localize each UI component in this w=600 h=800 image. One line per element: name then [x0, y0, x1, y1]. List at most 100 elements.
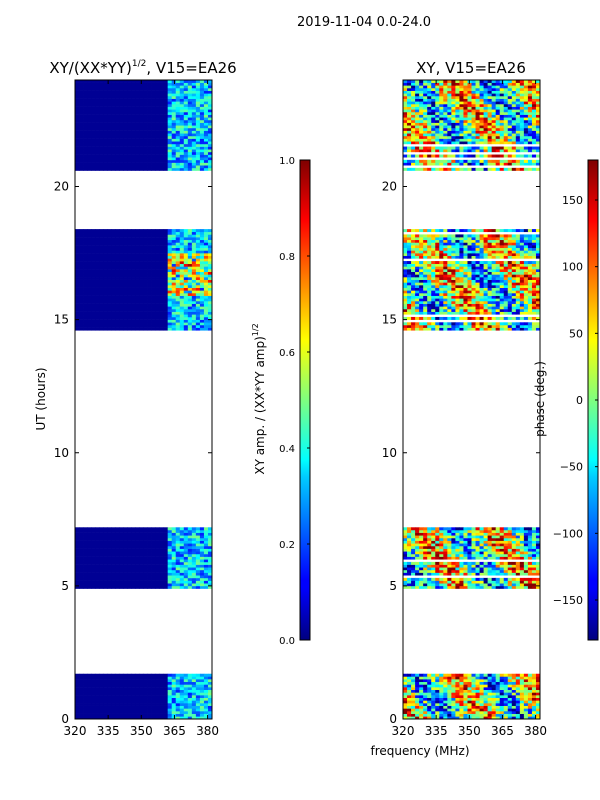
- heatmap-cell: [527, 553, 533, 557]
- heatmap-cell: [83, 90, 88, 94]
- heatmap-cell: [79, 242, 84, 246]
- heatmap-cell: [75, 556, 80, 560]
- heatmap-cell: [171, 285, 177, 288]
- heatmap-cell: [79, 673, 84, 677]
- heatmap-cell: [123, 146, 128, 150]
- heatmap-cell: [107, 85, 112, 89]
- heatmap-cell: [203, 106, 209, 110]
- heatmap-cell: [175, 322, 181, 326]
- heatmap-cell: [191, 117, 197, 121]
- heatmap-cell: [143, 287, 148, 291]
- heatmap-cell: [83, 151, 88, 155]
- heatmap-cell: [115, 103, 120, 107]
- heatmap-cell: [439, 585, 444, 589]
- heatmap-cell: [75, 245, 80, 249]
- heatmap-cell: [407, 713, 412, 717]
- heatmap-cell: [207, 545, 212, 549]
- heatmap-cell: [91, 229, 96, 233]
- heatmap-cell: [171, 250, 177, 254]
- heatmap-cell: [155, 247, 161, 251]
- heatmap-cell: [163, 295, 169, 299]
- heatmap-cell: [487, 537, 493, 541]
- heatmap-cell: [175, 154, 181, 158]
- heatmap-cell: [87, 255, 92, 259]
- heatmap-cell: [403, 556, 408, 560]
- heatmap-cell: [479, 540, 484, 544]
- heatmap-cell: [471, 561, 476, 565]
- heatmap-cell: [147, 250, 152, 254]
- heatmap-cell: [139, 314, 144, 318]
- heatmap-cell: [123, 149, 128, 153]
- heatmap-cell: [475, 564, 480, 568]
- heatmap-cell: [143, 303, 148, 307]
- heatmap-cell: [151, 245, 156, 249]
- heatmap-cell: [171, 165, 177, 169]
- heatmap-cell: [95, 308, 100, 312]
- heatmap-cell: [87, 154, 92, 158]
- heatmap-cell: [115, 553, 120, 557]
- heatmap-cell: [155, 130, 161, 134]
- heatmap-cell: [203, 133, 209, 137]
- heatmap-cell: [171, 237, 177, 241]
- heatmap-cell: [155, 106, 161, 110]
- heatmap-cell: [99, 559, 104, 563]
- heatmap-cell: [415, 580, 420, 584]
- heatmap-cell: [75, 103, 80, 107]
- heatmap-cell: [127, 697, 132, 701]
- heatmap-cell: [143, 298, 148, 302]
- heatmap-cell: [111, 167, 116, 171]
- heatmap-cell: [163, 316, 169, 320]
- heatmap-cell: [447, 673, 452, 677]
- heatmap-cell: [191, 695, 197, 698]
- heatmap-cell: [147, 583, 152, 587]
- heatmap-cell: [91, 101, 96, 105]
- heatmap-cell: [531, 543, 537, 547]
- heatmap-cell: [175, 585, 181, 589]
- heatmap-cell: [179, 167, 185, 171]
- heatmap-cell: [199, 95, 205, 99]
- heatmap-cell: [159, 117, 165, 121]
- heatmap-cell: [75, 93, 80, 97]
- heatmap-cell: [75, 527, 80, 531]
- heatmap-cell: [103, 258, 108, 262]
- heatmap-cell: [183, 282, 189, 286]
- heatmap-cell: [407, 697, 412, 701]
- heatmap-cell: [519, 583, 525, 587]
- heatmap-cell: [99, 253, 104, 257]
- heatmap-cell: [195, 687, 201, 691]
- heatmap-cell: [191, 716, 197, 719]
- heatmap-cell: [155, 569, 161, 573]
- heatmap-cell: [95, 149, 100, 153]
- heatmap-cell: [163, 154, 169, 158]
- heatmap-cell: [159, 692, 165, 696]
- heatmap-cell: [407, 535, 412, 539]
- heatmap-cell: [143, 692, 148, 696]
- heatmap-cell: [119, 125, 124, 129]
- heatmap-cell: [103, 146, 108, 150]
- heatmap-cell: [115, 684, 120, 688]
- heatmap-cell: [183, 293, 189, 296]
- heatmap-cell: [143, 234, 148, 238]
- heatmap-cell: [91, 266, 96, 270]
- heatmap-cell: [131, 569, 136, 573]
- heatmap-cell: [487, 673, 493, 677]
- heatmap-cell: [183, 245, 189, 249]
- heatmap-cell: [115, 559, 120, 563]
- heatmap-cell: [127, 689, 132, 693]
- heatmap-cell: [119, 111, 124, 115]
- heatmap-cell: [131, 80, 136, 83]
- heatmap-cell: [103, 567, 108, 571]
- heatmap-cell: [79, 114, 84, 118]
- heatmap-cell: [207, 556, 212, 560]
- heatmap-cell: [87, 125, 92, 129]
- heatmap-cell: [475, 716, 480, 719]
- heatmap-cell: [163, 258, 169, 262]
- heatmap-cell: [139, 695, 144, 698]
- heatmap-cell: [115, 231, 120, 235]
- heatmap-cell: [127, 314, 132, 318]
- heatmap-cell: [159, 583, 165, 587]
- heatmap-cell: [179, 146, 185, 150]
- heatmap-cell: [123, 551, 128, 555]
- heatmap-cell: [91, 133, 96, 137]
- heatmap-cell: [147, 298, 152, 302]
